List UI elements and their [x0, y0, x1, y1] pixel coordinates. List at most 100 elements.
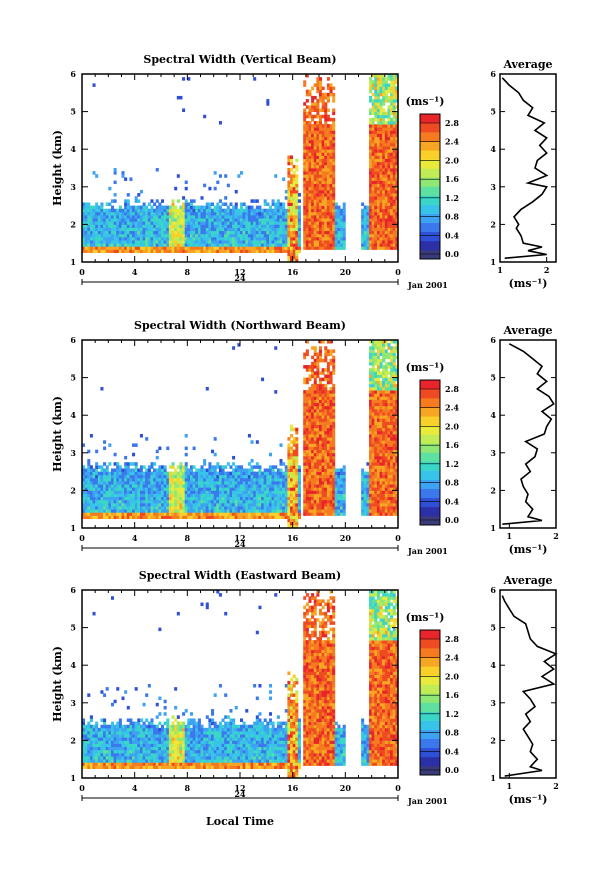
heatmap-cell [171, 481, 175, 485]
heatmap-cell [216, 499, 220, 504]
heatmap-cell [221, 490, 225, 494]
heatmap-cell [297, 199, 301, 203]
heatmap-cell [174, 233, 178, 238]
heatmap-cell [229, 502, 233, 507]
heatmap-cell [292, 199, 296, 203]
heatmap-cell [287, 471, 291, 476]
heatmap-cell [311, 390, 315, 394]
heatmap-cell [295, 499, 299, 504]
heatmap-cell [129, 227, 133, 232]
heatmap-cell [324, 211, 328, 216]
heatmap-cell [150, 240, 154, 244]
heatmap-cell [311, 471, 315, 476]
heatmap-cell [232, 471, 236, 476]
heatmap-cell [308, 512, 312, 516]
heatmap-cell [113, 227, 117, 232]
heatmap-cell [384, 155, 388, 159]
heatmap-cell [332, 186, 336, 191]
heatmap-cell [92, 211, 96, 216]
heatmap-cell [92, 487, 96, 491]
heatmap-cell [108, 506, 112, 510]
heatmap-cell [329, 92, 333, 97]
heatmap-cell [226, 246, 230, 250]
heatmap-cell [132, 477, 136, 482]
heatmap-cell [218, 240, 222, 244]
heatmap-cell [155, 484, 159, 488]
heatmap-cell [308, 499, 312, 504]
heatmap-cell [163, 502, 167, 507]
heatmap-cell [226, 233, 230, 238]
heatmap-cell [329, 155, 333, 159]
heatmap-cell [211, 227, 215, 232]
heatmap-cell [132, 224, 136, 228]
heatmap-cell [176, 249, 180, 253]
heatmap-cell [308, 92, 312, 97]
heatmap-cell [371, 221, 375, 225]
heatmap-cell [242, 484, 246, 488]
heatmap-cell [303, 390, 307, 394]
heatmap-cell [374, 180, 378, 185]
heatmap-cell [208, 186, 212, 191]
heatmap-cell [208, 230, 212, 235]
heatmap-cell [211, 208, 215, 213]
heatmap-cell [245, 468, 249, 472]
heatmap-cell [166, 221, 170, 225]
heatmap-cell [179, 205, 183, 210]
heatmap-cell [150, 474, 154, 479]
heatmap-cell [374, 95, 378, 100]
heatmap-cell [213, 512, 217, 516]
heatmap-cell [237, 515, 241, 519]
heatmap-cell [290, 465, 294, 469]
heatmap-cell [297, 240, 301, 244]
heatmap-cell [363, 211, 367, 216]
heatmap-cell [313, 164, 317, 169]
heatmap-cell [184, 477, 188, 482]
heatmap-cell [163, 490, 167, 494]
heatmap-cell [303, 177, 307, 181]
heatmap-cell [221, 211, 225, 216]
heatmap-cell [261, 493, 265, 498]
heatmap-cell [200, 502, 204, 507]
heatmap-cell [205, 224, 209, 228]
heatmap-cell [258, 465, 262, 469]
heatmap-cell [371, 240, 375, 244]
heatmap-cell [305, 121, 309, 125]
heatmap-cell [150, 233, 154, 238]
heatmap-cell [213, 481, 217, 485]
heatmap-cell [132, 490, 136, 494]
heatmap-cell [240, 171, 244, 175]
heatmap-cell [197, 506, 201, 510]
heatmap-cell [319, 437, 323, 441]
heatmap-cell [303, 430, 307, 435]
heatmap-cell [187, 512, 191, 516]
heatmap-cell [139, 487, 143, 491]
heatmap-cell [197, 499, 201, 504]
heatmap-cell [337, 243, 341, 247]
heatmap-cell [237, 215, 241, 219]
heatmap-cell [303, 221, 307, 225]
heatmap-cell [313, 233, 317, 238]
heatmap-cell [324, 152, 328, 156]
heatmap-cell [326, 434, 330, 438]
heatmap-cell [155, 249, 159, 253]
heatmap-cell [184, 462, 188, 466]
heatmap-cell [308, 452, 312, 457]
heatmap-cell [240, 465, 244, 469]
heatmap-cell [155, 493, 159, 498]
heatmap-cell [319, 509, 323, 513]
heatmap-cell [319, 499, 323, 504]
heatmap-cell [218, 468, 222, 472]
heatmap-cell [163, 506, 167, 510]
heatmap-cell [218, 465, 222, 469]
heatmap-cell [161, 484, 165, 488]
heatmap-cell [392, 221, 396, 225]
heatmap-cell [390, 227, 394, 232]
heatmap-cell [329, 496, 333, 501]
heatmap-cell [247, 484, 251, 488]
heatmap-cell [229, 493, 233, 498]
heatmap-cell [139, 484, 143, 488]
heatmap-cell [195, 487, 199, 491]
heatmap-cell [195, 490, 199, 494]
heatmap-cell [261, 243, 265, 247]
heatmap-cell [303, 161, 307, 166]
